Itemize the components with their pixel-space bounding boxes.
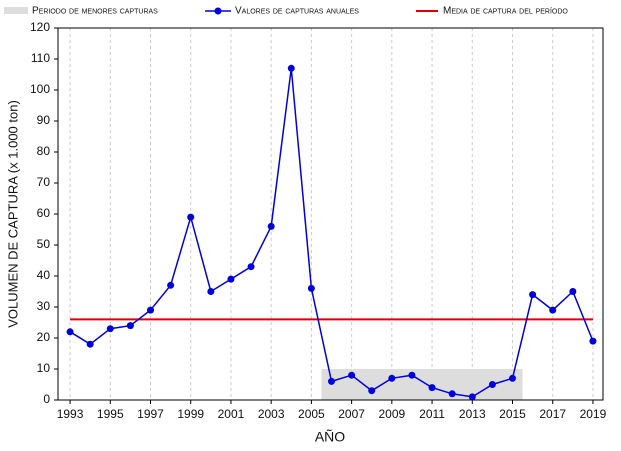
- data-point: [287, 64, 295, 72]
- y-tick-label: 80: [37, 144, 51, 158]
- data-point: [589, 337, 597, 345]
- data-point: [529, 291, 537, 299]
- y-tick-label: 20: [37, 330, 51, 344]
- data-point: [569, 288, 577, 295]
- y-tick-label: 70: [37, 175, 51, 189]
- data-point: [247, 263, 255, 271]
- y-tick-label: 10: [37, 361, 51, 375]
- data-point: [126, 322, 134, 330]
- x-tick-label: 2013: [459, 407, 486, 421]
- x-tick-label: 2017: [539, 407, 566, 421]
- x-tick-label: 2019: [580, 407, 607, 421]
- y-tick-label: 50: [37, 237, 51, 251]
- data-point: [267, 222, 275, 230]
- x-tick-label: 1999: [177, 407, 204, 421]
- data-point: [187, 213, 195, 221]
- data-point: [549, 306, 557, 314]
- data-point: [488, 381, 496, 388]
- x-tick-label: 2011: [419, 407, 445, 421]
- legend-label: Valores de capturas anuales: [235, 6, 359, 17]
- y-tick-label: 40: [37, 268, 51, 282]
- y-tick-label: 110: [31, 51, 50, 65]
- y-tick-label: 120: [30, 20, 50, 34]
- x-tick-label: 2007: [338, 407, 365, 421]
- data-point: [408, 371, 416, 379]
- y-tick-label: 100: [30, 82, 50, 96]
- x-tick-label: 2015: [499, 407, 526, 421]
- y-tick-label: 60: [37, 206, 51, 220]
- x-tick-label: 1995: [97, 407, 124, 421]
- data-point: [388, 374, 396, 382]
- legend-swatch: [4, 7, 28, 14]
- data-point: [307, 284, 315, 292]
- plot-frame: [57, 27, 604, 401]
- data-point: [468, 393, 476, 401]
- y-tick-label: 30: [37, 299, 51, 313]
- x-tick-label: 2003: [258, 407, 285, 421]
- x-tick-label: 2005: [298, 407, 325, 421]
- data-point: [207, 288, 215, 295]
- x-tick-label: 2009: [378, 407, 405, 421]
- data-point: [328, 377, 336, 385]
- x-axis-title: AÑO: [315, 429, 345, 445]
- y-tick-label: 90: [37, 113, 51, 127]
- data-point: [66, 328, 74, 336]
- data-point: [147, 306, 155, 314]
- data-point: [348, 371, 356, 379]
- x-tick-label: 1993: [57, 407, 84, 421]
- legend-swatch: [214, 7, 222, 15]
- data-point: [428, 384, 436, 392]
- series-line: [69, 68, 594, 398]
- data-point: [106, 325, 114, 333]
- data-point: [86, 340, 94, 348]
- y-tick-label: 0: [43, 392, 50, 406]
- y-axis-title: VOLUMEN DE CAPTURA (x 1.000 ton): [5, 100, 20, 328]
- data-point: [448, 390, 456, 398]
- data-point: [368, 387, 376, 395]
- x-tick-label: 1997: [137, 407, 164, 421]
- legend-label: Media de captura del período: [443, 6, 568, 17]
- data-point: [167, 281, 175, 289]
- x-tick-label: 2001: [218, 407, 245, 421]
- data-point: [509, 374, 517, 382]
- data-point: [227, 275, 235, 283]
- legend-label: Periodo de menores capturas: [32, 6, 158, 17]
